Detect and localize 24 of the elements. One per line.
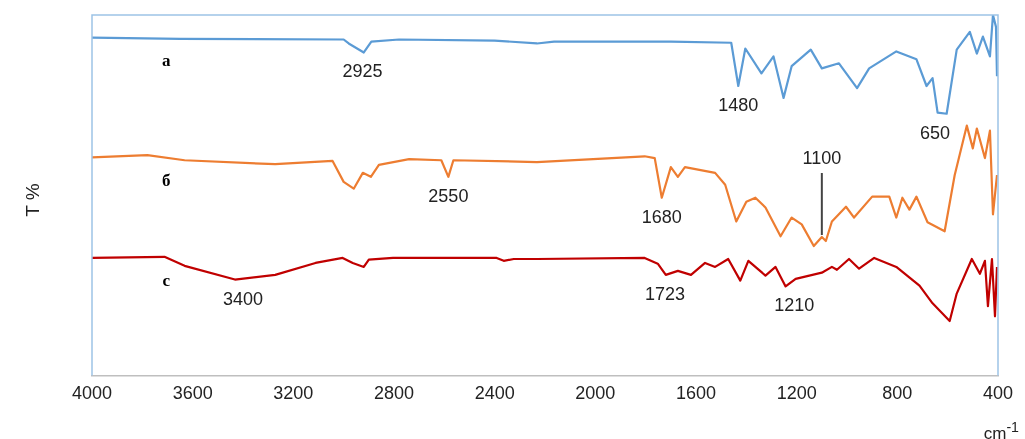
x-axis-title: cm$^{-1}$ <box>983 418 1019 439</box>
annotation: 1480 <box>718 94 759 115</box>
y-axis-title: T % <box>22 183 44 217</box>
annotation: 2550 <box>428 185 469 206</box>
x-tick-label: 800 <box>882 383 913 404</box>
x-tick-label: 2400 <box>474 383 515 404</box>
series-label: c <box>162 271 171 291</box>
series-label: a <box>162 51 172 71</box>
annotation: 1210 <box>774 295 815 316</box>
x-tick-label: 4000 <box>71 383 113 404</box>
annotation: 650 <box>920 122 951 143</box>
series-label: б <box>162 170 171 190</box>
x-tick-label: 1200 <box>776 383 817 404</box>
x-tick-label: 1600 <box>675 383 717 404</box>
annotation: 1680 <box>641 206 682 227</box>
annotation: 1100 <box>802 147 842 168</box>
x-tick-label: 2000 <box>575 383 616 404</box>
annotation: 2925 <box>342 61 383 82</box>
x-tick-label: 400 <box>982 383 1014 404</box>
x-tick-label: 3200 <box>273 383 314 404</box>
annotation: 1723 <box>645 283 686 304</box>
x-tick-label: 2800 <box>373 383 415 404</box>
annotation: 3400 <box>222 288 264 309</box>
x-tick-label: 3600 <box>172 383 213 404</box>
